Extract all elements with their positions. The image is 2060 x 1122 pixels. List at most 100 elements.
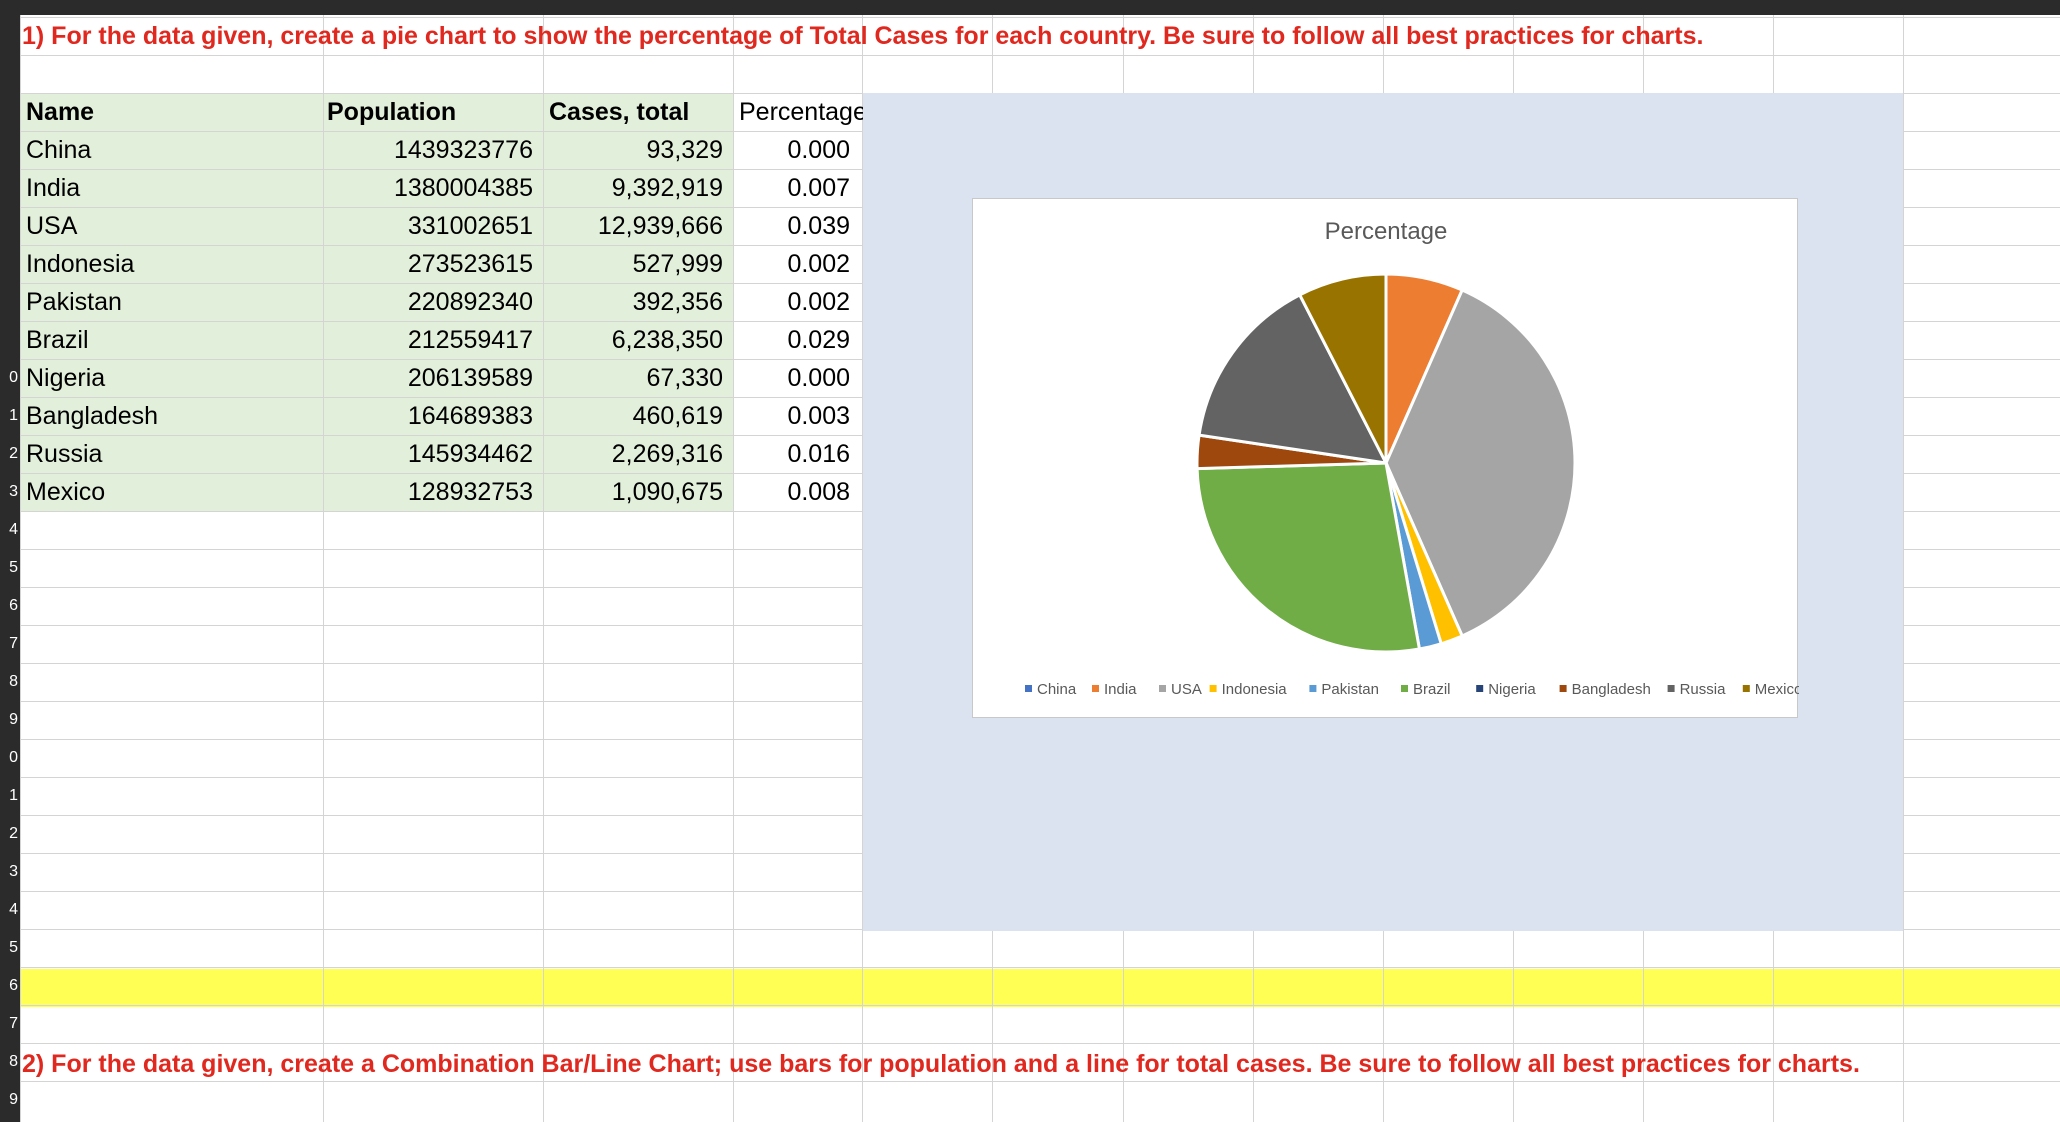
table-cell-cases[interactable]: 9,392,919 (611, 174, 723, 202)
task-2-instruction: 2) For the data given, create a Combinat… (22, 1050, 1860, 1078)
table-cell-pct[interactable]: 0.002 (787, 288, 850, 316)
chart-legend[interactable]: China India USA Indonesia Pakistan Brazil Nige… (1025, 681, 1802, 698)
data-table-fill (20, 93, 733, 511)
pie-slice-russia[interactable] (1197, 292, 1389, 465)
table-cell-population[interactable]: 206139589 (407, 364, 533, 392)
table-cell-cases[interactable]: 67,330 (646, 364, 723, 392)
table-cell-name[interactable]: India (26, 174, 81, 202)
legend-label: China (1037, 681, 1077, 698)
table-header-cell[interactable]: Population (327, 98, 457, 126)
row-number[interactable]: 2 (0, 435, 20, 473)
legend-label: Pakistan (1321, 681, 1379, 698)
row-number[interactable]: 4 (0, 891, 20, 929)
row-number[interactable]: 0 (0, 739, 20, 777)
chart-area[interactable]: Percentage China India USA Indonesia Pakista… (863, 93, 1903, 931)
table-cell-cases[interactable]: 93,329 (646, 136, 723, 164)
table-cell-pct[interactable]: 0.003 (787, 402, 850, 430)
table-cell-name[interactable]: Nigeria (26, 364, 106, 392)
table-cell-name[interactable]: USA (26, 212, 78, 240)
table-header-cell[interactable]: Percentage (739, 98, 867, 126)
row-number[interactable]: 6 (0, 967, 20, 1005)
pie-chart[interactable]: Percentage China India USA Indonesia Pakista… (972, 198, 1802, 718)
table-cell-cases[interactable]: 6,238,350 (611, 326, 723, 354)
legend-label: Bangladesh (1572, 681, 1651, 698)
table-cell-cases[interactable]: 12,939,666 (597, 212, 723, 240)
row-number[interactable]: 4 (0, 511, 20, 549)
table-header-cell[interactable]: Name (26, 98, 95, 126)
row-number[interactable]: 8 (0, 1043, 20, 1081)
row-number[interactable]: 5 (0, 929, 20, 967)
table-cell-cases[interactable]: 527,999 (632, 250, 723, 278)
gridline-col (733, 15, 734, 1122)
gridline-row (20, 967, 2060, 968)
table-cell-population[interactable]: 1439323776 (393, 136, 533, 164)
table-cell-pct[interactable]: 0.016 (787, 440, 850, 468)
legend-label: USA (1171, 681, 1202, 698)
row-number[interactable]: 1 (0, 397, 20, 435)
table-cell-name[interactable]: Mexico (26, 478, 106, 506)
gridline-col (862, 15, 863, 1122)
column-header-bar (0, 0, 2060, 15)
task-1-instruction: 1) For the data given, create a pie char… (22, 22, 1704, 50)
legend-label: Indonesia (1222, 681, 1288, 698)
gridline-row (20, 55, 2060, 56)
table-cell-pct[interactable]: 0.000 (787, 364, 850, 392)
table-cell-cases[interactable]: 460,619 (632, 402, 723, 430)
table-cell-name[interactable]: China (26, 136, 92, 164)
table-cell-cases[interactable]: 1,090,675 (611, 478, 723, 506)
row-number[interactable]: 7 (0, 1005, 20, 1043)
table-cell-pct[interactable]: 0.007 (787, 174, 850, 202)
table-cell-population[interactable]: 220892340 (407, 288, 533, 316)
table-cell-pct[interactable]: 0.039 (787, 212, 850, 240)
row-number[interactable]: 0 (0, 359, 20, 397)
legend-label: Brazil (1413, 681, 1451, 698)
row-number[interactable]: 8 (0, 663, 20, 701)
row-number[interactable]: 9 (0, 701, 20, 739)
legend-swatch (1476, 685, 1484, 692)
table-cell-cases[interactable]: 392,356 (632, 288, 723, 316)
legend-swatch (1025, 685, 1032, 692)
legend-swatch (1742, 685, 1750, 692)
row-number[interactable]: 9 (0, 1081, 20, 1119)
table-cell-pct[interactable]: 0.000 (787, 136, 850, 164)
gridline-col (543, 15, 544, 1122)
gridline-row (20, 1081, 2060, 1082)
legend-swatch (1209, 685, 1217, 692)
table-cell-name[interactable]: Russia (26, 440, 103, 468)
legend-swatch (1667, 685, 1675, 692)
table-cell-pct[interactable]: 0.008 (787, 478, 850, 506)
row-number[interactable]: 2 (0, 815, 20, 853)
table-cell-population[interactable]: 128932753 (407, 478, 533, 506)
table-header-cell[interactable]: Cases, total (549, 98, 690, 126)
gridline-row (20, 1043, 2060, 1044)
table-cell-name[interactable]: Indonesia (26, 250, 135, 278)
table-cell-population[interactable]: 212559417 (407, 326, 533, 354)
table-cell-name[interactable]: Pakistan (26, 288, 122, 316)
pie-slice-usa[interactable] (1384, 288, 1577, 638)
row-number[interactable]: 3 (0, 473, 20, 511)
legend-label: Russia (1680, 681, 1727, 698)
table-cell-pct[interactable]: 0.029 (787, 326, 850, 354)
table-cell-pct[interactable]: 0.002 (787, 250, 850, 278)
highlight-row (20, 969, 2060, 1007)
gridline-row (20, 1005, 2060, 1006)
table-cell-population[interactable]: 145934462 (407, 440, 533, 468)
gridline-row (20, 17, 2060, 18)
pie-slice-brazil[interactable] (1195, 461, 1422, 654)
gridline-col (1903, 15, 1904, 1122)
row-number[interactable]: 6 (0, 587, 20, 625)
table-cell-name[interactable]: Brazil (26, 326, 89, 354)
table-cell-population[interactable]: 331002651 (407, 212, 533, 240)
row-number[interactable]: 1 (0, 777, 20, 815)
table-cell-cases[interactable]: 2,269,316 (611, 440, 723, 468)
pie-slice-mexico[interactable] (1297, 272, 1388, 464)
row-number[interactable]: 7 (0, 625, 20, 663)
legend-swatch (1559, 685, 1567, 692)
table-cell-population[interactable]: 273523615 (407, 250, 533, 278)
table-cell-name[interactable]: Bangladesh (26, 402, 159, 430)
row-number[interactable]: 3 (0, 853, 20, 891)
table-cell-population[interactable]: 1380004385 (393, 174, 533, 202)
legend-label: Nigeria (1488, 681, 1536, 698)
table-cell-population[interactable]: 164689383 (407, 402, 533, 430)
row-number[interactable]: 5 (0, 549, 20, 587)
